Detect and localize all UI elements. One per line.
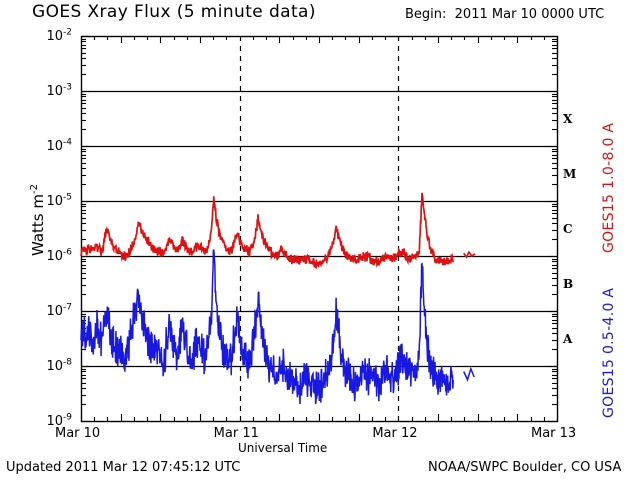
grid-lines [81, 36, 557, 421]
flare-class-m: M [563, 166, 577, 181]
series-short-channel-tail [463, 366, 475, 382]
x-axis-label: Universal Time [238, 441, 328, 455]
series-short-channel [80, 249, 454, 405]
updated-timestamp: Updated 2011 Mar 12 07:45:12 UTC [6, 460, 241, 475]
x-tick-label: Mar 12 [372, 426, 418, 441]
y-tick-label: 10-5 [46, 192, 72, 209]
y-tick-label: 10-3 [46, 82, 72, 99]
y-tick-label: 10-9 [46, 412, 72, 429]
flare-class-b: B [563, 276, 574, 291]
x-tick-label: Mar 10 [55, 426, 101, 441]
data-series [80, 192, 476, 405]
x-tick-label: Mar 11 [213, 426, 259, 441]
y-tick-label: 10-8 [46, 357, 72, 374]
y-tick-label: 10-4 [46, 137, 72, 154]
source-credit: NOAA/SWPC Boulder, CO USA [428, 460, 622, 475]
flare-class-x: X [563, 111, 573, 126]
page-title: GOES Xray Flux (5 minute data) [32, 2, 316, 22]
x-tick-label: Mar 13 [531, 426, 577, 441]
begin-time-label: Begin: 2011 Mar 10 0000 UTC [405, 7, 605, 22]
series-long-channel-tail [463, 250, 476, 259]
flare-class-c: C [563, 221, 573, 236]
axis-ticks [81, 35, 557, 423]
flare-class-a: A [563, 331, 573, 346]
y-tick-label: 10-7 [46, 302, 72, 319]
plot-frame [80, 35, 559, 423]
y-tick-label: 10-6 [46, 247, 72, 264]
series-long-channel [80, 192, 455, 270]
y-tick-label: 10-2 [46, 27, 72, 44]
